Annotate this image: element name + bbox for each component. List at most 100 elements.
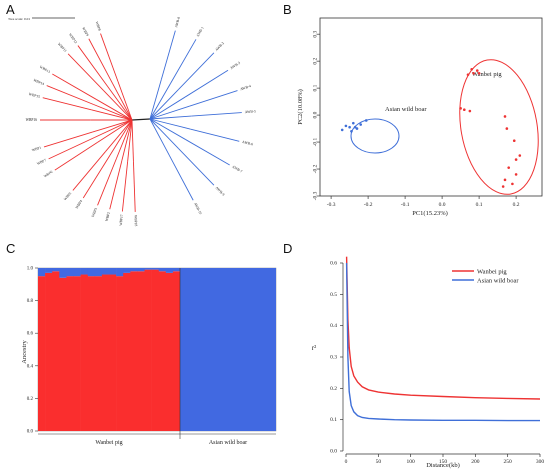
legend-label-asian-wild-boar: Asian wild boar: [477, 278, 519, 285]
ld-xtick-label: 50: [376, 459, 382, 465]
pca-point: [514, 158, 518, 161]
pca-ytick-label: 0.1: [312, 84, 318, 91]
ancestry-bar-blue: [59, 268, 67, 278]
tree-branch: [116, 119, 133, 159]
tree-branch: [149, 118, 170, 156]
ld-xtick-label: 0: [345, 459, 348, 465]
tree-branch: [92, 119, 133, 133]
tree-branch: [46, 85, 94, 105]
pca-ytick-label: -0.2: [312, 164, 318, 173]
tree-tip-label: WBP3: [91, 207, 98, 218]
pca-point: [352, 121, 355, 125]
tree-branch: [149, 82, 172, 120]
ancestry-bar-blue: [45, 268, 53, 273]
tree-tip-label: WBP15: [28, 92, 40, 99]
tree-branch: [149, 118, 187, 141]
tree-branch: [117, 80, 133, 121]
ancestry-bar-blue: [172, 268, 181, 272]
tree-branch: [184, 69, 229, 98]
panel-label-c: C: [6, 241, 16, 256]
pca-xtick-label: 0.2: [513, 202, 520, 208]
tree-branch: [67, 53, 104, 91]
tree-tip-label: AWB-1: [196, 26, 205, 38]
pca-frame: [319, 17, 543, 197]
pca-point: [355, 127, 359, 130]
ancestry-bar-red: [101, 274, 110, 431]
tree-branch: [190, 128, 240, 142]
ancestry-bar-blue: [38, 268, 46, 277]
tree-branch: [91, 109, 133, 121]
tree-tip-label: AWB-7: [231, 165, 243, 174]
tree-tip-label: AWB-6: [242, 140, 254, 147]
tree-tip-label: WBP8: [95, 21, 102, 32]
pca-point: [344, 124, 348, 128]
tree-branch: [131, 119, 134, 162]
tree-tip-label: WBP1: [31, 146, 42, 153]
pca-ytick-label: -0.3: [312, 191, 318, 200]
pca-point: [511, 182, 514, 186]
pca-label-wanbei-pig: Wanbei pig: [472, 71, 502, 78]
ancestry-bar-red: [158, 271, 167, 431]
ancestry-bar-red: [116, 276, 124, 431]
tree-branch: [54, 142, 98, 171]
tree-branch: [149, 88, 180, 120]
pca-point: [470, 67, 474, 71]
pca-point: [359, 123, 363, 126]
ancestry-bar-red: [123, 272, 131, 431]
cluster-ellipse-wanbei-pig: [459, 59, 539, 195]
panel-label-b: B: [283, 2, 292, 17]
pca-point: [459, 107, 462, 110]
tree-tip-label: WBP14: [33, 78, 45, 86]
tree-tip-label: WBP16: [26, 118, 38, 122]
tree-branch: [121, 161, 129, 212]
ancestry-bar-red: [66, 276, 74, 431]
ancestry-bar-red: [144, 269, 152, 431]
panel-label-a: A: [6, 2, 15, 17]
ld-xtick-label: 300: [536, 459, 545, 465]
pca-point: [507, 166, 511, 169]
pca-point: [353, 125, 357, 129]
pca-point: [463, 108, 466, 111]
tree-branch: [109, 119, 133, 156]
pca-ytick-label: 0.0: [312, 111, 318, 118]
ancestry-ylabel: Ancestry: [21, 340, 28, 364]
tree-branch: [48, 137, 95, 160]
tree-branch: [82, 154, 111, 199]
pca-point: [512, 139, 516, 143]
pca-xtick-label: -0.3: [327, 202, 336, 208]
pca-point: [505, 127, 509, 130]
tree-branch: [94, 119, 133, 138]
ancestry-plot: Ancestry 0.0 0.2 0.4 0.6 0.8 1.0 Wanbei pig Asi…: [21, 267, 277, 446]
ancestry-bar-red: [109, 274, 117, 431]
tree-branch: [149, 79, 162, 120]
ancestry-bar-red: [38, 276, 46, 431]
tree-tip-label: AWB-5: [245, 109, 257, 114]
pca-xtick-label: -0.1: [401, 202, 410, 208]
ancestry-ytick-label: 0.4: [27, 364, 34, 369]
tree-branch: [149, 118, 180, 150]
ancestry-bar-blue: [52, 268, 60, 272]
tree-branch: [132, 161, 136, 212]
ancestry-bar-red: [172, 271, 181, 431]
tree-scale-label: Tree scale: 0.01: [8, 17, 30, 21]
ld-ylabel: r²: [312, 344, 316, 352]
ld-xtick-label: 250: [504, 459, 513, 465]
tree-tip-label: WBP6: [43, 170, 53, 179]
pca-plot: PC1(15.23%) PC2(10.08%) Asian wild boar …: [297, 17, 543, 217]
pca-ytick-label: -0.1: [312, 137, 318, 146]
tree-branch: [112, 83, 133, 121]
pca-point: [475, 69, 479, 72]
pca-point: [468, 109, 472, 113]
tree-branch: [109, 160, 123, 210]
tree-branch: [105, 119, 133, 153]
tree-branch: [178, 52, 215, 90]
ld-ytick-label: 0.4: [330, 323, 337, 329]
ld-ytick-label: 0.6: [330, 261, 337, 267]
tree-tip-label: WBP18: [133, 215, 137, 227]
ancestry-bar-red: [80, 274, 88, 431]
tree-branch: [185, 139, 230, 166]
pca-ytick-label: 0.3: [312, 30, 318, 37]
ancestry-bar-blue: [144, 268, 152, 270]
tree-branch: [102, 89, 133, 121]
